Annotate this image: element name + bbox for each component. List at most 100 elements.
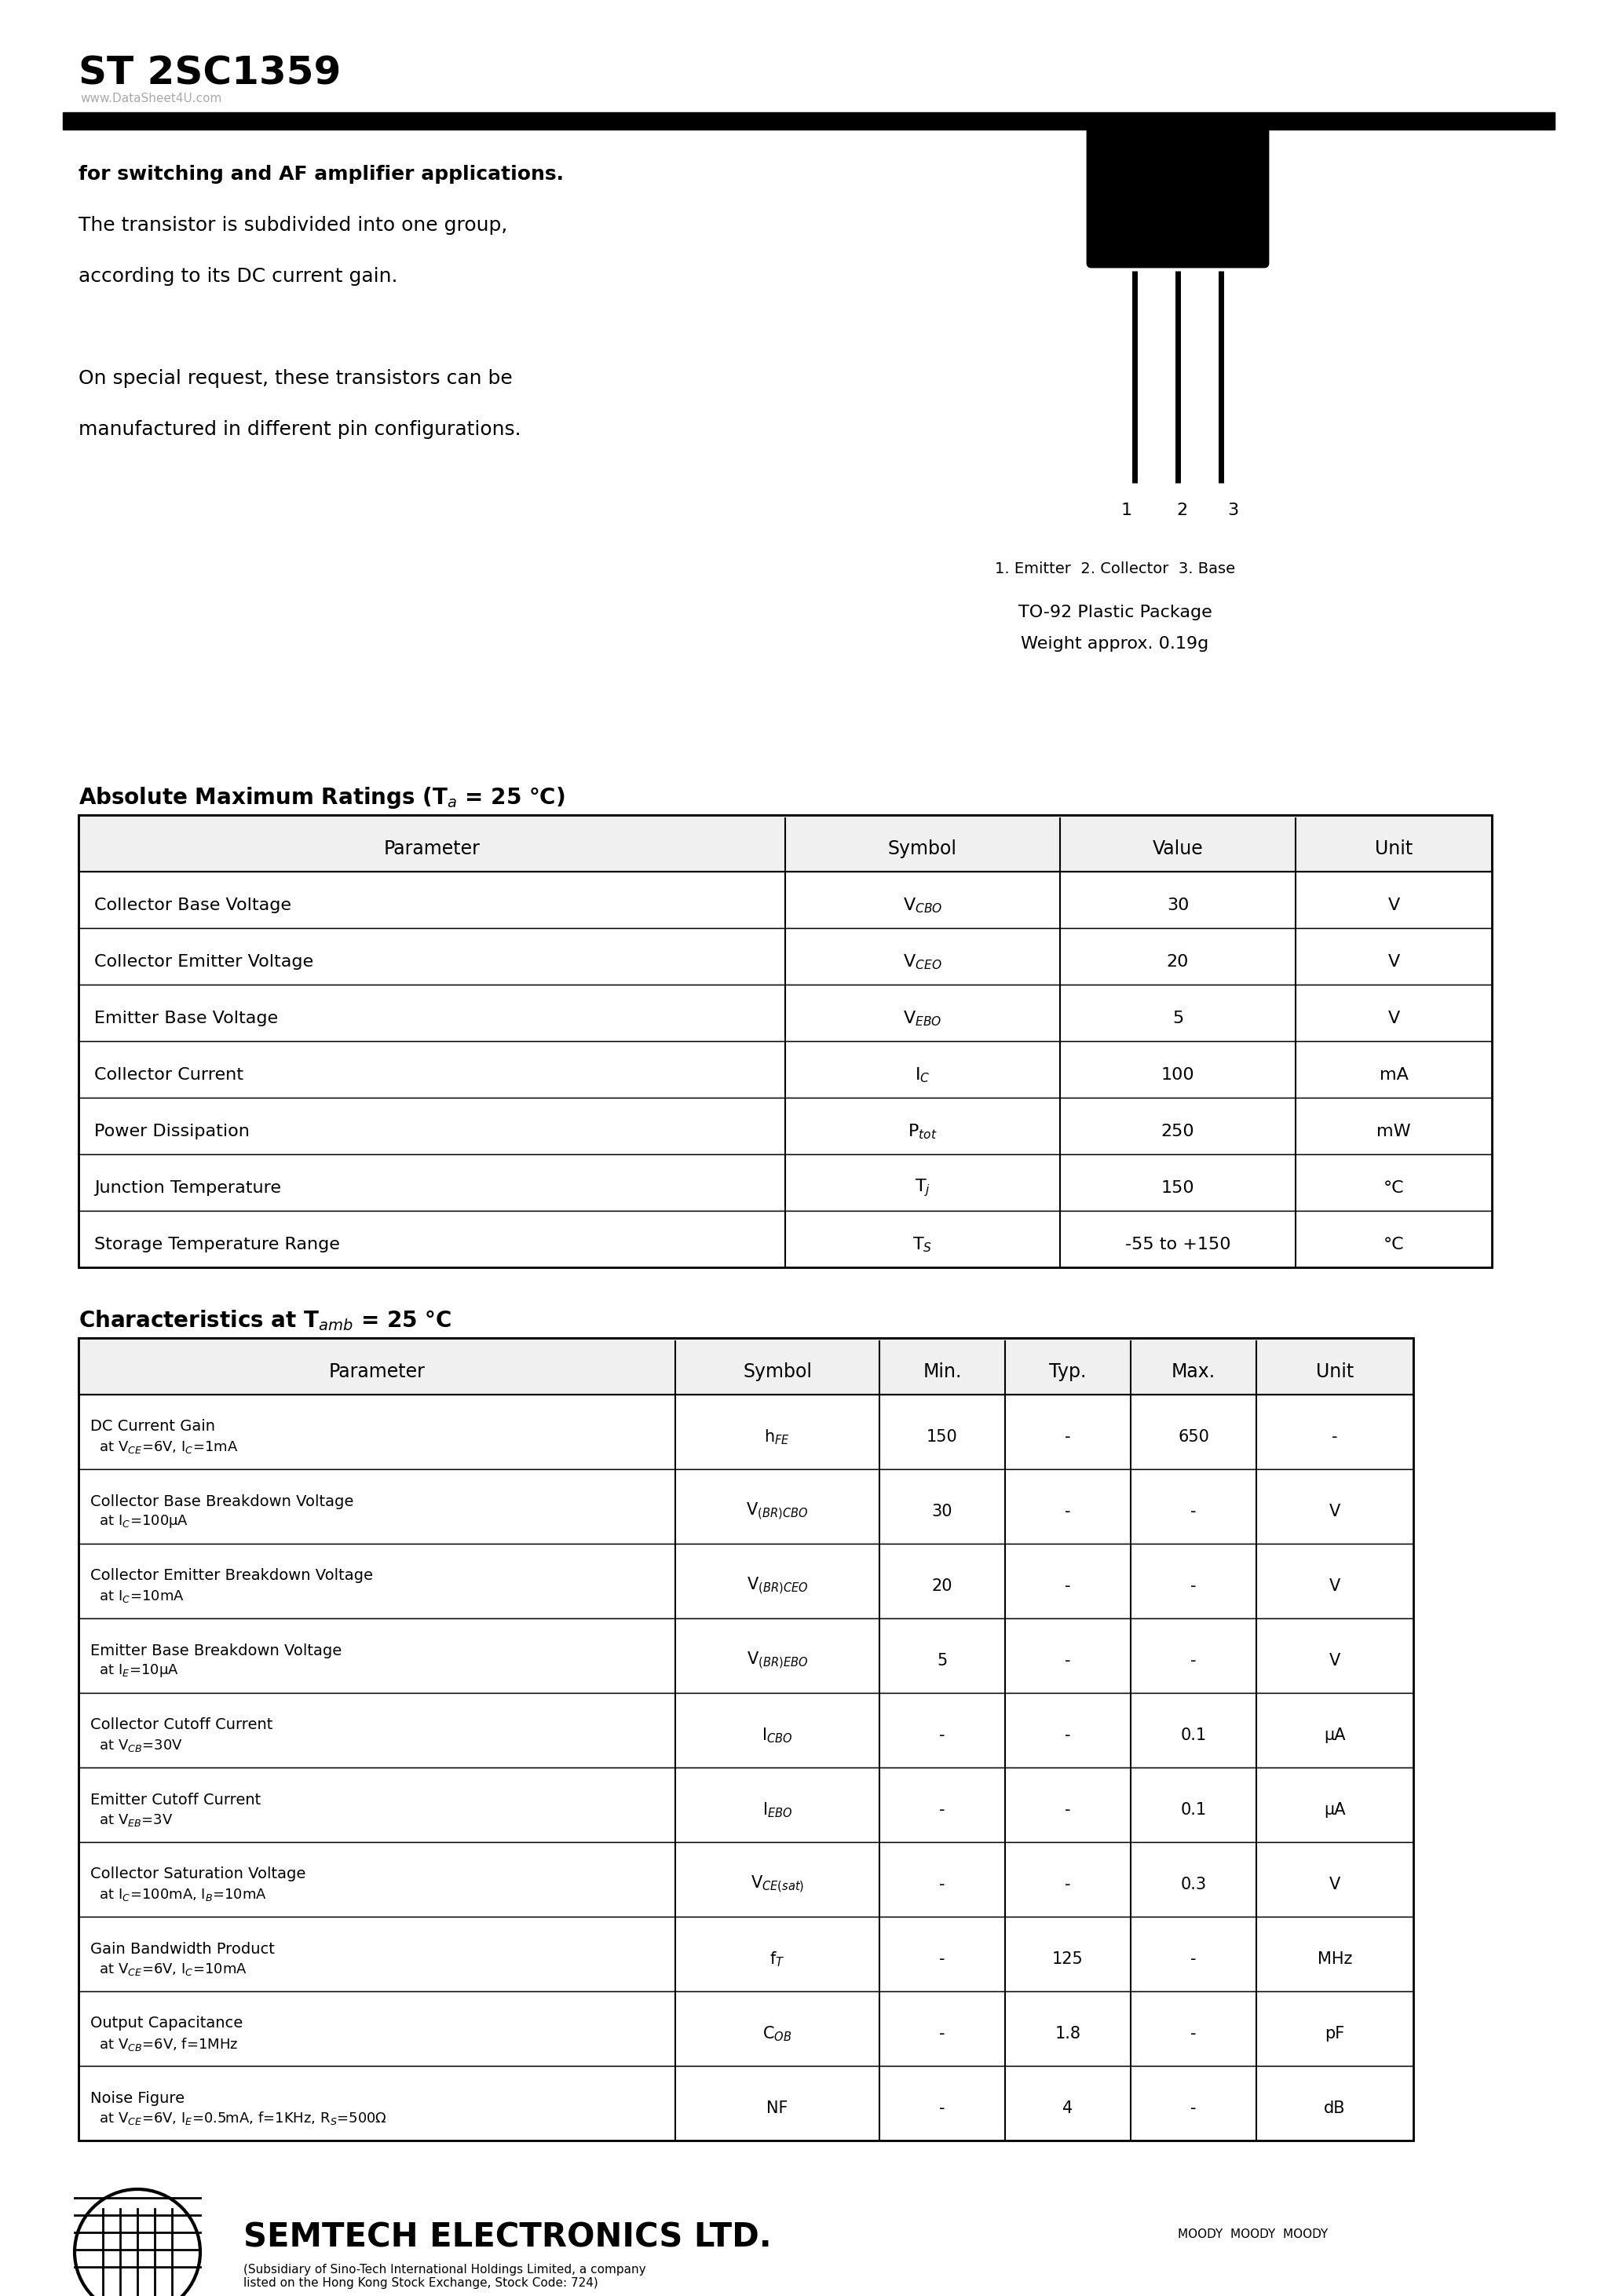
Text: at V$_{CE}$=6V, I$_{C}$=1mA: at V$_{CE}$=6V, I$_{C}$=1mA <box>91 1440 239 1456</box>
Text: Collector Emitter Voltage: Collector Emitter Voltage <box>94 955 313 969</box>
Text: On special request, these transistors can be: On special request, these transistors ca… <box>78 370 513 388</box>
Text: Power Dissipation: Power Dissipation <box>94 1123 250 1139</box>
Bar <box>78 1155 1492 1210</box>
Text: -: - <box>940 1802 945 1818</box>
Text: according to its DC current gain.: according to its DC current gain. <box>78 266 398 285</box>
Bar <box>78 1917 1414 1991</box>
Text: V: V <box>1329 1504 1341 1520</box>
Bar <box>78 815 1492 872</box>
Text: V: V <box>1388 955 1399 969</box>
Text: °C: °C <box>1383 1238 1404 1251</box>
FancyBboxPatch shape <box>1087 117 1268 266</box>
Text: V: V <box>1329 1577 1341 1593</box>
Text: 30: 30 <box>1167 898 1190 914</box>
Text: at V$_{EB}$=3V: at V$_{EB}$=3V <box>91 1812 174 1828</box>
Text: V: V <box>1329 1876 1341 1892</box>
Text: 250: 250 <box>1160 1123 1195 1139</box>
Text: -: - <box>1065 1504 1071 1520</box>
Text: -: - <box>1065 1876 1071 1892</box>
Text: 1: 1 <box>1121 503 1133 519</box>
Text: C$_{OB}$: C$_{OB}$ <box>763 2025 792 2043</box>
Text: (Subsidiary of Sino-Tech International Holdings Limited, a company
listed on the: (Subsidiary of Sino-Tech International H… <box>243 2264 646 2289</box>
Text: 5: 5 <box>936 1653 948 1669</box>
Text: h$_{FE}$: h$_{FE}$ <box>764 1428 790 1446</box>
Bar <box>78 1210 1492 1267</box>
Bar <box>78 1991 1414 2066</box>
Text: -: - <box>1191 2101 1196 2117</box>
Text: -: - <box>1065 1577 1071 1593</box>
Text: -: - <box>1065 1428 1071 1444</box>
Text: SEMTECH ELECTRONICS LTD.: SEMTECH ELECTRONICS LTD. <box>243 2220 771 2255</box>
Bar <box>78 1543 1414 1619</box>
Text: at I$_{E}$=10μA: at I$_{E}$=10μA <box>91 1662 179 1678</box>
Text: Unit: Unit <box>1375 840 1412 859</box>
Text: T$_{j}$: T$_{j}$ <box>915 1178 930 1199</box>
Text: V$_{CE(sat)}$: V$_{CE(sat)}$ <box>750 1874 803 1894</box>
Text: 4: 4 <box>1063 2101 1073 2117</box>
Text: P$_{tot}$: P$_{tot}$ <box>907 1123 938 1141</box>
Text: -: - <box>1332 1428 1337 1444</box>
Text: 0.1: 0.1 <box>1180 1802 1206 1818</box>
Bar <box>78 1768 1414 1841</box>
Bar <box>78 1619 1414 1692</box>
Text: Min.: Min. <box>923 1362 961 1382</box>
Bar <box>78 872 1492 928</box>
Text: -: - <box>1191 1653 1196 1669</box>
Text: 30: 30 <box>932 1504 953 1520</box>
Text: Collector Base Voltage: Collector Base Voltage <box>94 898 291 914</box>
Text: Collector Cutoff Current: Collector Cutoff Current <box>91 1717 273 1733</box>
Text: 1. Emitter  2. Collector  3. Base: 1. Emitter 2. Collector 3. Base <box>995 563 1235 576</box>
Text: Output Capacitance: Output Capacitance <box>91 2016 243 2032</box>
Bar <box>78 1097 1492 1155</box>
Text: dB: dB <box>1324 2101 1345 2117</box>
Text: 5: 5 <box>1172 1010 1183 1026</box>
Bar <box>78 2066 1414 2140</box>
Text: 125: 125 <box>1052 1952 1084 1968</box>
Text: at V$_{CE}$=6V, I$_{C}$=10mA: at V$_{CE}$=6V, I$_{C}$=10mA <box>91 1961 247 1977</box>
Text: NF: NF <box>766 2101 789 2117</box>
Bar <box>78 1469 1414 1543</box>
Text: V$_{EBO}$: V$_{EBO}$ <box>902 1010 941 1029</box>
Text: V$_{(BR)CBO}$: V$_{(BR)CBO}$ <box>747 1502 808 1522</box>
Circle shape <box>75 2188 200 2296</box>
Text: MOODY  MOODY  MOODY: MOODY MOODY MOODY <box>1178 2229 1328 2241</box>
Text: Weight approx. 0.19g: Weight approx. 0.19g <box>1021 636 1209 652</box>
Text: The transistor is subdivided into one group,: The transistor is subdivided into one gr… <box>78 216 508 234</box>
Text: -: - <box>940 2025 945 2041</box>
Text: Noise Figure: Noise Figure <box>91 2092 185 2105</box>
Text: Gain Bandwidth Product: Gain Bandwidth Product <box>91 1942 274 1956</box>
Text: -: - <box>1191 1577 1196 1593</box>
Text: -: - <box>1191 1504 1196 1520</box>
Text: Emitter Base Breakdown Voltage: Emitter Base Breakdown Voltage <box>91 1644 342 1658</box>
Text: at V$_{CB}$=30V: at V$_{CB}$=30V <box>91 1738 183 1754</box>
Text: -: - <box>940 2101 945 2117</box>
Text: at V$_{CB}$=6V, f=1MHz: at V$_{CB}$=6V, f=1MHz <box>91 2037 239 2053</box>
Text: for switching and AF amplifier applications.: for switching and AF amplifier applicati… <box>78 165 563 184</box>
Text: at I$_{C}$=10mA: at I$_{C}$=10mA <box>91 1589 185 1605</box>
Text: 0.3: 0.3 <box>1180 1876 1206 1892</box>
Text: V$_{(BR)EBO}$: V$_{(BR)EBO}$ <box>747 1651 808 1671</box>
Text: Collector Current: Collector Current <box>94 1068 243 1084</box>
Text: Characteristics at T$_{amb}$ = 25 °C: Characteristics at T$_{amb}$ = 25 °C <box>78 1309 451 1332</box>
Text: Unit: Unit <box>1316 1362 1354 1382</box>
Text: www.DataSheet4U.com: www.DataSheet4U.com <box>80 92 222 103</box>
Text: μA: μA <box>1324 1727 1345 1743</box>
Text: -: - <box>940 1876 945 1892</box>
Bar <box>78 1339 1414 1394</box>
Text: I$_{EBO}$: I$_{EBO}$ <box>763 1800 792 1818</box>
Text: manufactured in different pin configurations.: manufactured in different pin configurat… <box>78 420 521 439</box>
Text: Emitter Cutoff Current: Emitter Cutoff Current <box>91 1793 261 1807</box>
Text: Parameter: Parameter <box>328 1362 425 1382</box>
Text: V$_{(BR)CEO}$: V$_{(BR)CEO}$ <box>747 1575 808 1596</box>
Text: I$_{CBO}$: I$_{CBO}$ <box>761 1727 794 1745</box>
Bar <box>78 1394 1414 1469</box>
Text: Max.: Max. <box>1172 1362 1216 1382</box>
Text: V$_{CEO}$: V$_{CEO}$ <box>902 953 941 971</box>
Text: -: - <box>940 1727 945 1743</box>
Bar <box>78 1692 1414 1768</box>
Text: Absolute Maximum Ratings (T$_a$ = 25 °C): Absolute Maximum Ratings (T$_a$ = 25 °C) <box>78 785 565 810</box>
Text: °C: °C <box>1383 1180 1404 1196</box>
Text: Emitter Base Voltage: Emitter Base Voltage <box>94 1010 278 1026</box>
Text: 20: 20 <box>1167 955 1190 969</box>
Text: at I$_{C}$=100mA, I$_{B}$=10mA: at I$_{C}$=100mA, I$_{B}$=10mA <box>91 1887 268 1903</box>
